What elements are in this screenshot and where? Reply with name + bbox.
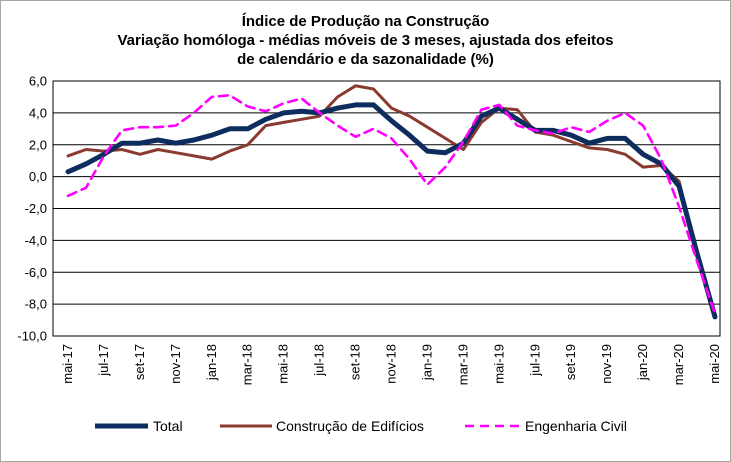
y-tick-label: -6,0	[25, 265, 47, 280]
x-tick-label: mar-19	[455, 344, 470, 385]
y-tick-label: -8,0	[25, 297, 47, 312]
legend-label: Construção de Edifícios	[276, 418, 424, 434]
series-line-total	[65, 102, 718, 320]
x-tick-label: jul-17	[96, 344, 111, 377]
x-tick-label: set-18	[348, 344, 363, 380]
x-tick-label: jan-18	[204, 344, 219, 381]
x-tick-label: mai-18	[276, 344, 291, 384]
x-tick-label: mai-19	[491, 344, 506, 384]
x-tick-label: mai-20	[707, 344, 722, 384]
plot-area-border	[52, 80, 721, 337]
series-lines	[65, 84, 718, 320]
y-tick-label: 0,0	[29, 169, 47, 184]
x-tick-label: nov-18	[384, 344, 399, 384]
chart-subtitle-line-1: Variação homóloga - médias móveis de 3 m…	[117, 32, 614, 49]
x-tick-label: jan-19	[419, 344, 434, 381]
x-tick-label: set-19	[563, 344, 578, 380]
series-line-constru-o-de-edif-cios	[66, 84, 717, 317]
y-tick-label: 6,0	[29, 74, 47, 89]
x-tick-label: nov-17	[168, 344, 183, 384]
x-tick-label: nov-19	[599, 344, 614, 384]
x-axis-tick-labels: mai-17 jul-17 set-17 nov-17 jan-18 mar-18 mai-…	[60, 344, 722, 385]
x-tick-label: mar-18	[240, 344, 255, 385]
chart-title: Índice de Produção na Construção	[241, 13, 490, 30]
x-tick-label: set-17	[132, 344, 147, 380]
y-tick-label: 4,0	[29, 105, 47, 120]
y-axis-tick-labels: 6,0 4,0 2,0 0,0 -2,0 -4,0 -6,0 -8,0 -10,0	[17, 74, 47, 344]
y-tick-label: 2,0	[29, 137, 47, 152]
x-tick-label: jul-19	[527, 344, 542, 377]
legend-label: Total	[153, 418, 183, 434]
x-tick-label: mar-20	[671, 344, 686, 385]
y-tick-label: -2,0	[25, 201, 47, 216]
x-tick-label: mai-17	[60, 344, 75, 384]
y-tick-label: -4,0	[25, 233, 47, 248]
chart-subtitle-line-2: de calendário e da sazonalidade (%)	[237, 51, 494, 68]
legend-label: Engenharia Civil	[525, 418, 627, 434]
x-tick-label: jan-20	[635, 344, 650, 381]
legend: Total Construção de Edifícios Engenharia C…	[95, 418, 627, 434]
y-tick-label: -10,0	[17, 329, 47, 344]
series-line-engenharia-civil	[66, 94, 717, 316]
x-tick-label: jul-18	[312, 344, 327, 377]
chart-title-block: Índice de Produção na Construção Variaçã…	[0, 12, 731, 69]
